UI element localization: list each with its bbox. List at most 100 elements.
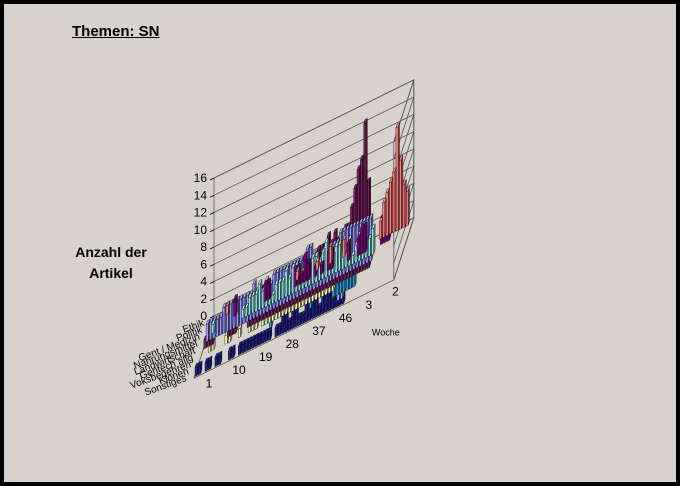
bar <box>215 314 221 338</box>
bar-face <box>313 267 317 278</box>
y-tick <box>209 281 215 284</box>
y-tick <box>209 263 215 267</box>
bar-side <box>398 122 400 231</box>
bar-top <box>214 352 219 359</box>
bar-top <box>326 230 332 237</box>
bar-top <box>303 250 308 257</box>
bar-top <box>360 154 365 161</box>
week-tick-label: 28 <box>286 337 300 351</box>
bar <box>274 322 279 338</box>
bar <box>337 239 343 272</box>
bar <box>237 340 243 356</box>
bar-side <box>388 187 390 236</box>
gridline <box>213 79 415 179</box>
bar-face <box>203 338 207 350</box>
bar <box>244 337 249 353</box>
bar <box>371 223 376 256</box>
bar <box>378 216 384 240</box>
bar <box>295 266 300 281</box>
bar-face <box>356 237 360 257</box>
bar-top <box>395 122 400 129</box>
bar <box>388 177 394 235</box>
y-tick-label: 8 <box>200 240 207 254</box>
bar <box>351 250 356 266</box>
bar <box>241 304 246 320</box>
bar-top <box>356 164 362 171</box>
bar <box>241 339 246 354</box>
bar-top <box>263 279 268 286</box>
bar <box>231 344 236 359</box>
bar-top <box>284 265 289 272</box>
y-tick <box>209 212 215 215</box>
bar-top <box>293 264 298 271</box>
bar-face <box>205 323 209 343</box>
bar-top <box>272 269 277 276</box>
week-tick-label: 1 <box>206 376 213 390</box>
bar-side <box>408 186 410 226</box>
bar-face <box>295 270 299 281</box>
bar-top <box>338 227 344 234</box>
bar-side <box>384 198 387 237</box>
bar <box>320 259 325 275</box>
bar-face <box>211 323 215 334</box>
bar-face <box>342 238 346 258</box>
bar-top <box>346 238 352 245</box>
bar-top <box>321 247 326 254</box>
bar-top <box>204 357 209 364</box>
y-tick-label: 10 <box>194 223 208 237</box>
bar <box>227 345 233 361</box>
bar <box>395 122 400 232</box>
bar <box>346 238 352 262</box>
bar <box>315 256 320 271</box>
bar-top <box>252 278 257 285</box>
bar-face <box>329 245 332 265</box>
bars-group <box>194 118 410 377</box>
bar-side <box>391 177 394 234</box>
bar-face <box>224 334 228 345</box>
y-axis-label: Anzahl der Artikel <box>75 244 147 281</box>
bar-top <box>333 227 338 234</box>
bar <box>287 272 293 297</box>
bar <box>237 323 243 339</box>
bar-top <box>222 302 227 309</box>
y-tick-label: 4 <box>200 275 207 289</box>
bar-face <box>214 356 218 368</box>
bar <box>266 277 272 301</box>
bar-side <box>260 279 263 310</box>
bar-top <box>274 279 279 286</box>
bar-face <box>204 361 208 372</box>
bar-top <box>350 202 355 209</box>
bar-top <box>334 241 339 248</box>
bar-top <box>291 262 296 269</box>
bar-face <box>326 252 330 272</box>
bar-side <box>238 296 240 327</box>
y-tick <box>209 194 215 198</box>
bar-top <box>247 292 253 299</box>
bar-top <box>328 241 334 248</box>
bar-top <box>320 259 325 266</box>
bar-side <box>373 223 376 254</box>
bar-top <box>392 166 397 173</box>
bar-top <box>371 223 376 230</box>
bar-side <box>231 299 234 330</box>
gridline <box>213 96 415 196</box>
y-tick-label: 16 <box>194 171 208 185</box>
bar-top <box>316 244 322 251</box>
bar <box>211 319 216 334</box>
bar-top <box>378 216 384 223</box>
bar-face <box>228 350 231 361</box>
bar-top <box>225 300 231 307</box>
bar-side <box>287 266 289 297</box>
week-tick-label: 2 <box>392 285 399 299</box>
bar-side <box>394 167 397 232</box>
bar <box>244 302 249 318</box>
bar-top <box>194 362 199 369</box>
y-tick-label: 12 <box>194 206 208 220</box>
bar <box>214 352 219 368</box>
bar-face <box>315 260 319 271</box>
bar-top <box>241 304 246 311</box>
y-tick <box>209 315 215 319</box>
bar <box>263 279 268 303</box>
bar <box>405 186 410 227</box>
bar-top <box>315 256 320 263</box>
